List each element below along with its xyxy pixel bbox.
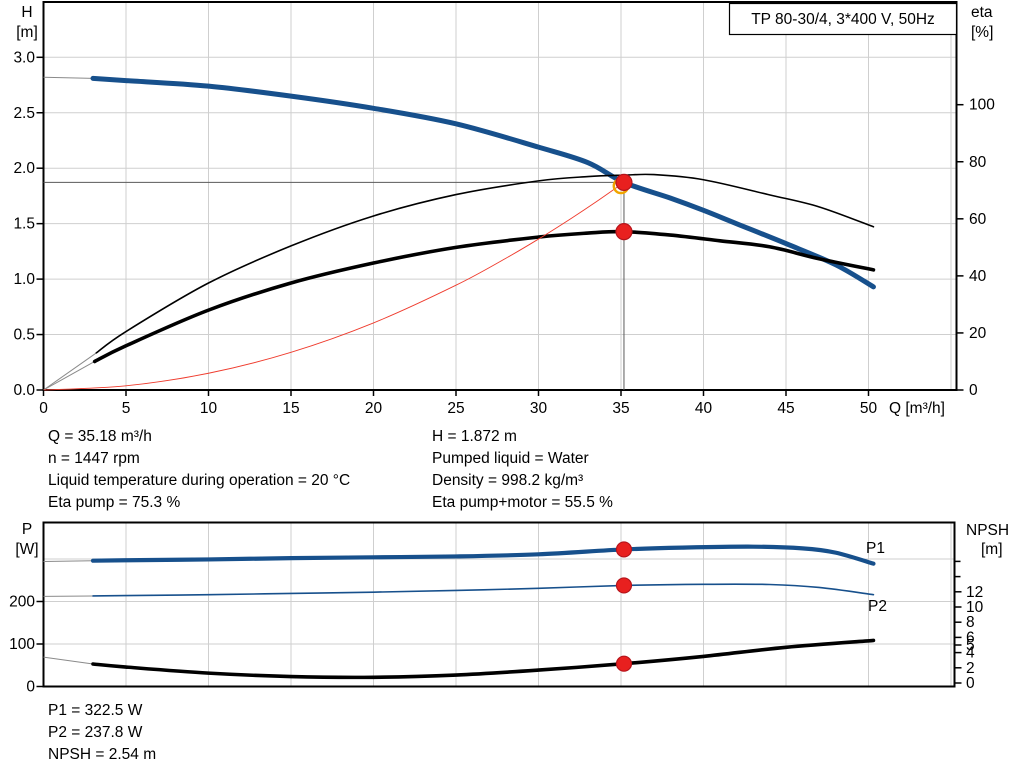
p-tick-label: 200 — [9, 594, 35, 611]
h-tick-label: 3.0 — [13, 49, 35, 66]
x-axis-title: Q [m³/h] — [889, 400, 945, 417]
info-q: Q = 35.18 m³/h — [48, 428, 152, 445]
top-qh-curve-lead — [43, 76, 94, 79]
h-axis-unit: [m] — [16, 24, 38, 41]
duty-point-npsh — [615, 655, 633, 672]
x-tick-label: 10 — [200, 400, 218, 417]
info-p2: P2 = 237.8 W — [48, 724, 143, 741]
power-info-block: P1 = 322.5 W P2 = 237.8 W NPSH = 2.54 m — [48, 700, 156, 766]
duty-point-p2 — [615, 577, 633, 594]
eta-axis-unit: [%] — [971, 24, 993, 41]
npsh-tick-label: 8 — [966, 614, 975, 631]
npsh-axis-unit: [m] — [981, 541, 1003, 558]
h-tick-label: 0.5 — [13, 327, 35, 344]
top-eta-pump-curve — [95, 173, 875, 354]
p-axis-unit: [W] — [15, 541, 38, 558]
info-density: Density = 998.2 kg/m³ — [432, 472, 584, 489]
duty-info-column-1: Q = 35.18 m³/h n = 1447 rpm Liquid tempe… — [48, 426, 350, 514]
info-liquid-temp: Liquid temperature during operation = 20… — [48, 472, 351, 489]
h-tick-label: 2.5 — [13, 105, 35, 122]
h-tick-label: 2.0 — [13, 160, 35, 177]
npsh-axis-title: NPSH — [966, 522, 1009, 539]
x-tick-label: 45 — [777, 400, 794, 417]
top-eta-pump-motor-curve-lead — [43, 361, 95, 391]
npsh-tick-label: 6 — [966, 629, 975, 646]
h-tick-label: 1.0 — [13, 271, 35, 288]
chart-title: TP 80-30/4, 3*400 V, 50Hz — [751, 11, 935, 28]
eta-tick-label: 60 — [969, 211, 987, 228]
x-tick-label: 40 — [695, 400, 713, 417]
title-box — [728, 2, 958, 36]
x-tick-label: 20 — [365, 400, 383, 417]
duty-info-column-2: H = 1.872 m Pumped liquid = Water Densit… — [432, 426, 613, 514]
x-tick-label: 30 — [530, 400, 548, 417]
p-axis-title: P — [22, 521, 32, 538]
duty-point-qh — [615, 173, 633, 191]
bottom-p1-curve-lead — [43, 560, 94, 563]
info-eta-pump: Eta pump = 75.3 % — [48, 494, 181, 511]
npsh-tick-label: 10 — [966, 599, 984, 616]
duty-point-eta-pm — [615, 223, 633, 241]
top-eta-pump-motor-curve — [92, 229, 876, 364]
top-eta-pump-curve-lead — [43, 352, 97, 391]
info-eta-pump-motor: Eta pump+motor = 55.5 % — [432, 494, 613, 511]
npsh-tick-label: 5 — [966, 637, 975, 654]
eta-tick-label: 0 — [969, 382, 978, 399]
info-npsh: NPSH = 2.54 m — [48, 746, 157, 763]
eta-tick-label: 80 — [969, 154, 987, 171]
h-tick-label: 0.0 — [13, 382, 35, 399]
x-tick-label: 0 — [39, 400, 48, 417]
h-axis-title: H — [21, 4, 32, 21]
bottom-npsh-curve-lead — [43, 656, 94, 665]
top-qh-curve — [90, 75, 876, 290]
info-pumped-liquid: Pumped liquid = Water — [432, 450, 589, 467]
duty-point-p1 — [615, 541, 633, 558]
p2-series-label: P2 — [868, 598, 887, 615]
bottom-plot-border — [42, 521, 956, 688]
x-tick-label: 25 — [447, 400, 464, 417]
npsh-tick-label: 4 — [966, 645, 975, 662]
bottom-p1-curve — [90, 544, 876, 566]
h-tick-label: 1.5 — [13, 216, 35, 233]
x-tick-label: 50 — [860, 400, 878, 417]
info-p1: P1 = 322.5 W — [48, 702, 143, 719]
p-tick-label: 100 — [9, 636, 35, 653]
p-tick-label: 0 — [26, 679, 35, 696]
top-plot-border — [42, 1, 958, 391]
eta-tick-label: 100 — [969, 97, 995, 114]
eta-axis-title: eta — [971, 4, 993, 21]
bottom-npsh-curve — [91, 638, 876, 680]
npsh-tick-label: 12 — [966, 584, 983, 601]
eta-tick-label: 20 — [969, 325, 987, 342]
x-tick-label: 5 — [122, 400, 131, 417]
x-tick-label: 15 — [282, 400, 299, 417]
info-h: H = 1.872 m — [432, 428, 517, 445]
x-tick-label: 35 — [612, 400, 629, 417]
npsh-tick-label: 0 — [966, 675, 975, 692]
npsh-tick-label: 2 — [966, 660, 975, 677]
eta-tick-label: 40 — [969, 268, 987, 285]
bottom-p2-curve — [92, 583, 875, 597]
info-n: n = 1447 rpm — [48, 450, 140, 467]
p1-series-label: P1 — [866, 540, 885, 557]
top-system-curve — [43, 181, 625, 391]
